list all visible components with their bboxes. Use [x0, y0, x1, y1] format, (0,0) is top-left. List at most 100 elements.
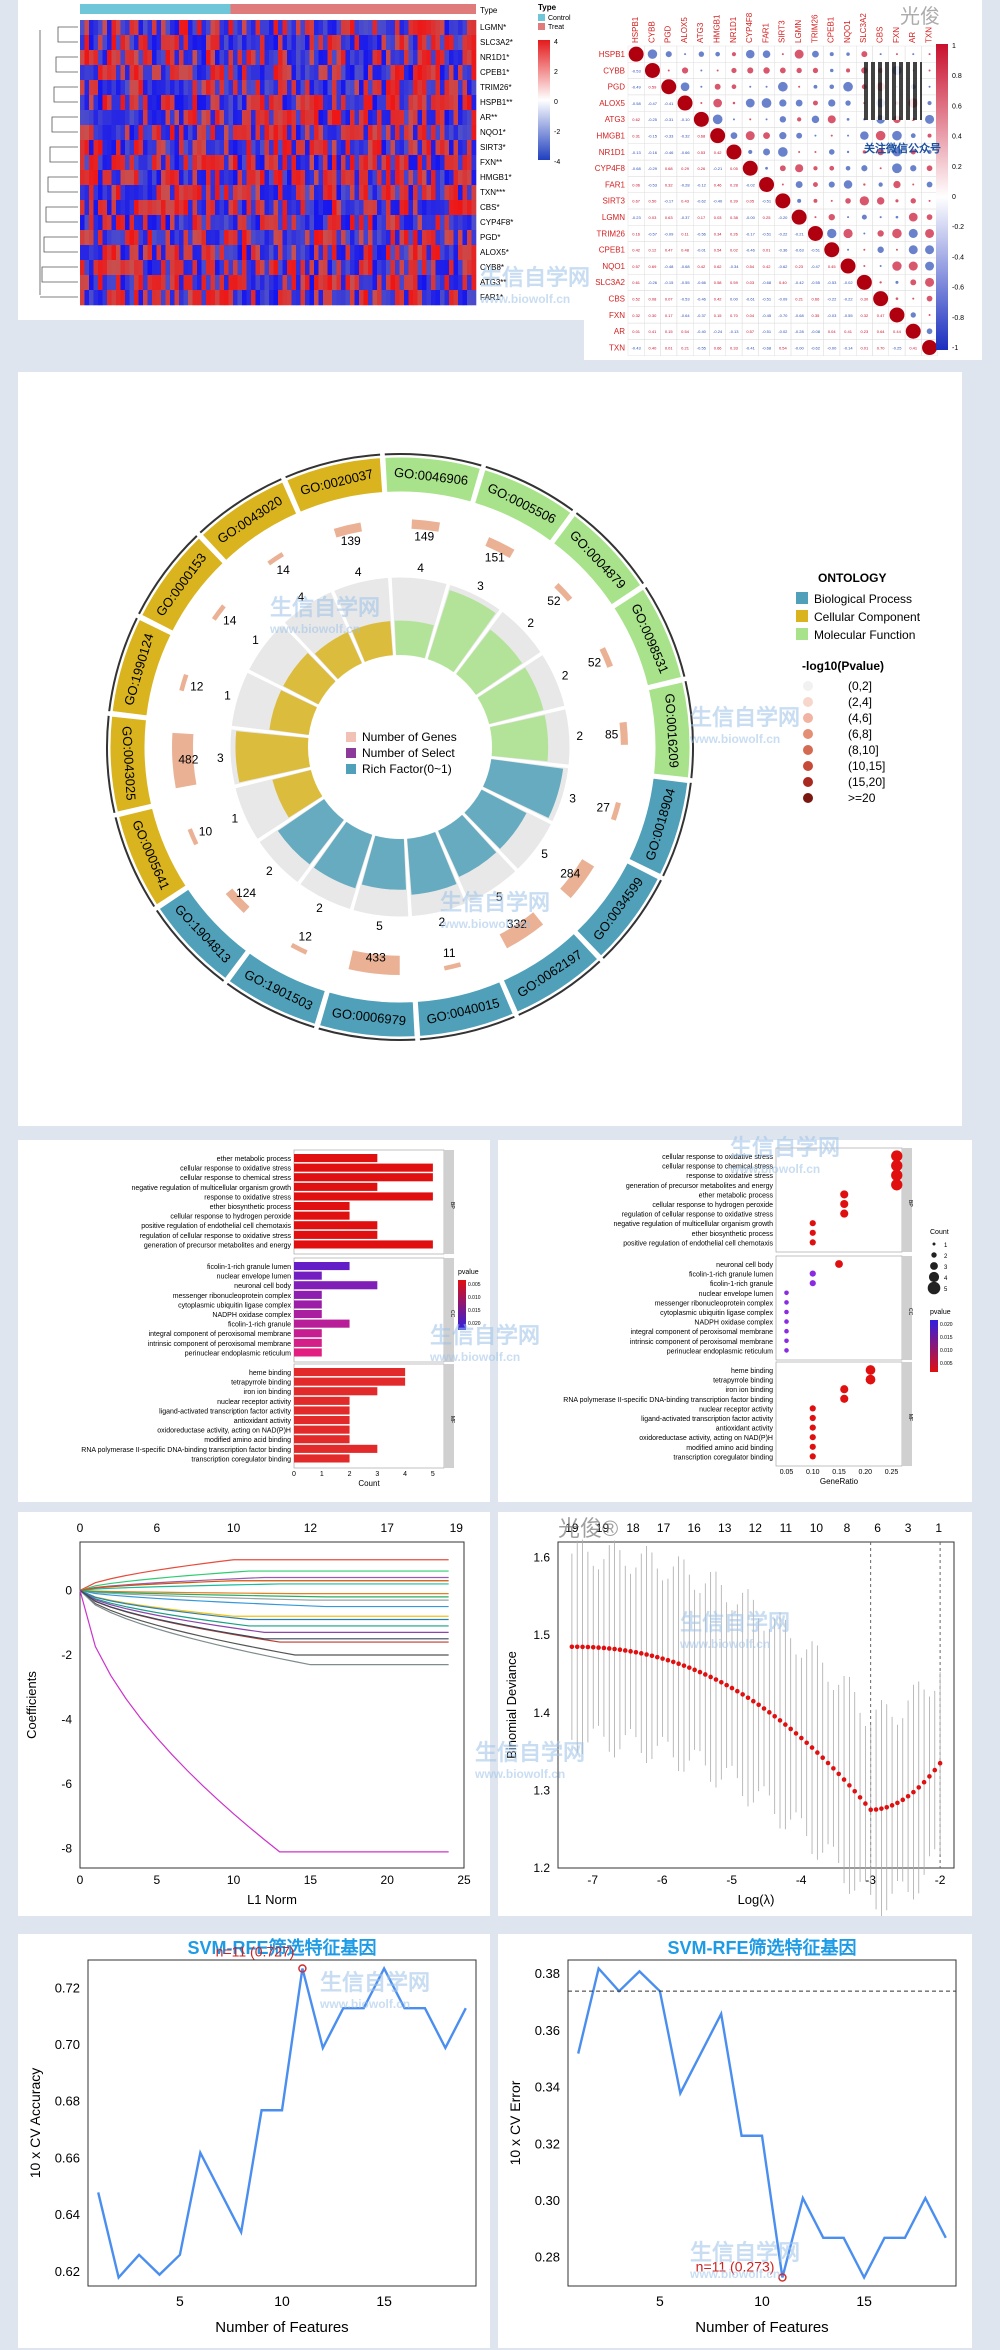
heatmap-cell	[431, 170, 436, 186]
heatmap-cell	[341, 155, 346, 171]
heatmap-cell	[246, 125, 252, 141]
genes-value: 433	[366, 951, 386, 965]
cv-point	[767, 1710, 772, 1715]
heatmap-cell	[215, 140, 220, 156]
heatmap-cell	[161, 245, 166, 261]
heatmap-cell	[264, 260, 270, 276]
heatmap-cell	[368, 110, 373, 126]
dendrogram-branch	[49, 146, 78, 163]
scale-tick: 4	[554, 39, 558, 46]
heatmap-cell	[107, 140, 112, 156]
corr-value: -0.12	[697, 182, 707, 187]
heatmap-cell	[269, 35, 274, 51]
heatmap-cell	[444, 80, 450, 96]
heatmap-cell	[278, 125, 283, 141]
heatmap-cell	[192, 95, 198, 111]
cv-point	[820, 1755, 826, 1761]
go-bar	[294, 1406, 350, 1415]
heatmap-cell	[413, 20, 418, 36]
heatmap-cell	[278, 110, 283, 126]
heatmap-cell	[354, 95, 360, 111]
heatmap-cell	[368, 125, 373, 141]
heatmap-cell	[111, 50, 117, 66]
go-bar	[294, 1435, 350, 1444]
corr-value: 0.41	[844, 329, 853, 334]
corr-value: 0.03	[714, 215, 723, 220]
heatmap-cell	[192, 65, 198, 81]
heatmap-cell	[318, 110, 324, 126]
heatmap-cell	[197, 140, 202, 156]
heatmap-cell	[372, 290, 378, 306]
lasso-path-panel: 0 5 10 15 20 25 0 6 10 12 17 19 0 -2 -4 -6 -8 L1 Norm Coef…	[18, 1512, 490, 1916]
heatmap-cell	[215, 95, 220, 111]
heatmap-cell	[147, 95, 153, 111]
heatmap-cell	[192, 275, 198, 291]
heatmap-cell	[107, 125, 112, 141]
genes-value: 124	[236, 886, 256, 900]
heatmap-cell	[471, 65, 477, 81]
heatmap-cell	[413, 290, 418, 306]
heatmap-cell	[336, 155, 342, 171]
heatmap-cell	[93, 80, 99, 96]
rich-factor-bar	[277, 799, 344, 865]
go-term: ligand-activated transcription factor ac…	[641, 1416, 773, 1423]
heatmap-cell	[458, 80, 463, 96]
corr-circle	[829, 165, 835, 171]
heatmap-cell	[219, 200, 225, 216]
bubble-xtick: 0.20	[858, 1469, 872, 1476]
heatmap-cell	[84, 35, 90, 51]
heatmap-cell	[246, 65, 252, 81]
heatmap-cell	[174, 290, 180, 306]
corr-scale-tick: 0.6	[952, 103, 962, 110]
corr-value: -0.00	[827, 345, 837, 350]
heatmap-cell	[395, 230, 400, 246]
heatmap-cell	[431, 20, 436, 36]
heatmap-cell	[224, 200, 229, 216]
bubble-pvalue-label: pvalue	[930, 1309, 951, 1316]
heatmap-cell	[278, 170, 283, 186]
ontology-sector	[286, 457, 384, 513]
heatmap-cell	[269, 245, 274, 261]
heatmap-cell	[444, 95, 450, 111]
go-term: cytoplasmic ubiquitin ligase complex	[660, 1310, 773, 1317]
heatmap-cell	[381, 155, 387, 171]
heatmap-cell	[273, 215, 279, 231]
heatmap-cell	[228, 110, 234, 126]
heatmap-cell	[260, 185, 265, 201]
corr-circle	[925, 228, 935, 238]
heatmap-cell	[165, 80, 171, 96]
corr-value: 0.21	[795, 297, 804, 302]
heatmap-cell	[327, 20, 333, 36]
heatmap-cell	[197, 275, 202, 291]
heatmap-cell	[116, 155, 121, 171]
heatmap-cell	[233, 50, 238, 66]
heatmap-cell	[219, 65, 225, 81]
ytick: -4	[61, 1713, 72, 1727]
pvalue-swatch	[803, 777, 813, 787]
heatmap-cell	[282, 95, 288, 111]
heatmap-cell	[363, 155, 369, 171]
heatmap-cell	[431, 275, 436, 291]
corr-circle	[747, 67, 754, 74]
heatmap-cell	[417, 230, 423, 246]
select-value: 3	[569, 791, 576, 805]
heatmap-cell	[354, 20, 360, 36]
genes-value: 284	[560, 866, 580, 880]
heatmap-cell	[210, 215, 216, 231]
heatmap-cell	[255, 155, 261, 171]
heatmap-cell	[363, 140, 369, 156]
bar-pvalue-label: pvalue	[458, 1269, 479, 1276]
heatmap-cell	[431, 140, 436, 156]
corr-circle	[863, 265, 866, 268]
heatmap-cell	[260, 110, 265, 126]
heatmap-cell	[372, 35, 378, 51]
heatmap-cell	[435, 95, 441, 111]
heatmap-cell	[228, 95, 234, 111]
facet-label: MF	[449, 1416, 455, 1423]
heatmap-cell	[228, 275, 234, 291]
corr-circle	[845, 198, 851, 204]
corr-value: 0.01	[763, 248, 772, 253]
heatmap-cell	[219, 230, 225, 246]
heatmap-cell	[242, 170, 247, 186]
heatmap-cell	[210, 245, 216, 261]
